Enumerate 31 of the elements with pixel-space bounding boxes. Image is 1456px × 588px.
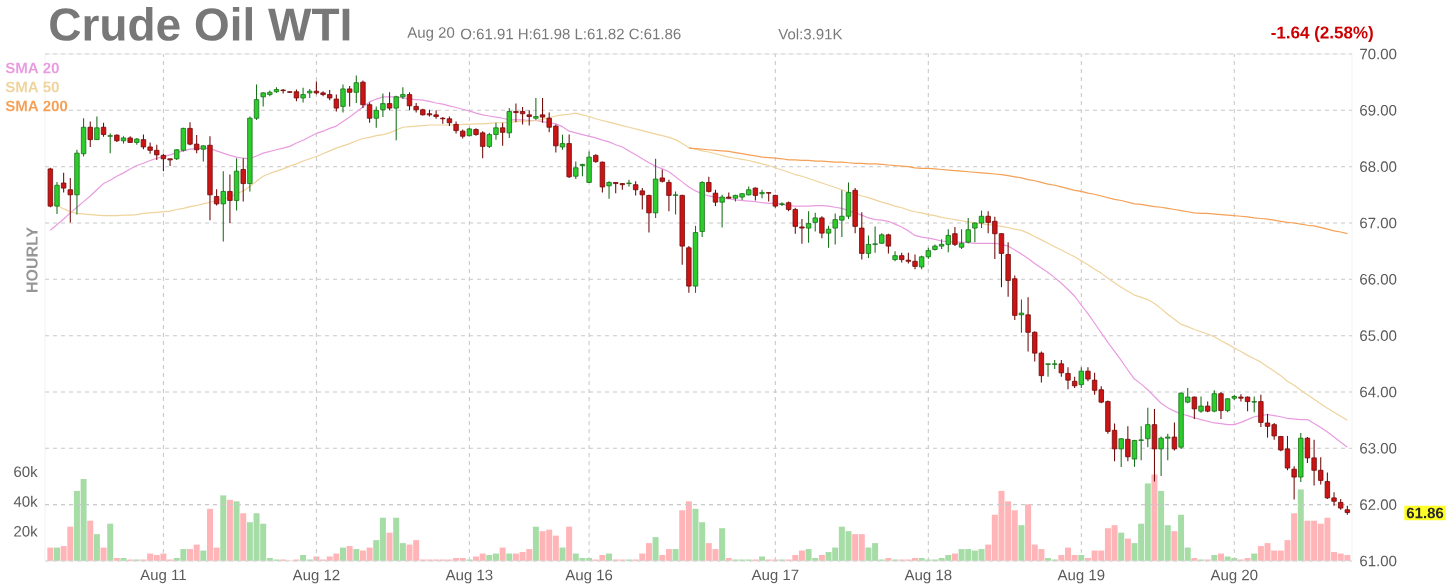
text: Vol:3.91K [778,28,843,40]
x-tick-label: Aug 16 [565,569,613,584]
text: 61.86 [1406,507,1444,519]
text: O:61.91 H:61.98 L:61.82 C:61.86 [460,28,681,40]
x-tick-label: Aug 20 [1210,569,1258,584]
text: SMA 20 [5,62,59,74]
y-tick-label: 70.00 [1360,48,1397,60]
x-tick-label: Aug 13 [445,569,493,584]
text: -1.64 (2.58%) [1271,26,1373,42]
y-tick-label: 68.00 [1360,161,1397,172]
x-tick-label: Aug 11 [140,569,186,584]
text: HOURLY [26,227,38,292]
chart-subtitle: Aug 20 [407,27,455,41]
y2-tick-label: 60k [14,466,38,478]
y-tick-label: 65.00 [1360,330,1397,341]
y-tick-label: 63.00 [1360,443,1397,454]
y2-tick-label: 20k [14,525,38,537]
x-tick-label: Aug 18 [904,569,952,584]
x-tick-label: Aug 19 [1057,569,1105,584]
x-tick-label: Aug 12 [292,569,340,584]
y-tick-label: 66.00 [1360,274,1397,285]
y-tick-label: 64.00 [1360,386,1397,398]
chart-title: Crude Oil WTI [50,7,350,41]
text: SMA 50 [5,81,59,93]
y-tick-label: 67.00 [1360,217,1397,229]
y-tick-label: 61.00 [1360,555,1397,567]
text: SMA 200 [5,100,68,112]
y-tick-label: 69.00 [1360,105,1397,116]
x-tick-label: Aug 17 [751,569,799,584]
y2-tick-label: 40k [13,495,38,507]
y-tick-label: 62.00 [1360,499,1397,510]
